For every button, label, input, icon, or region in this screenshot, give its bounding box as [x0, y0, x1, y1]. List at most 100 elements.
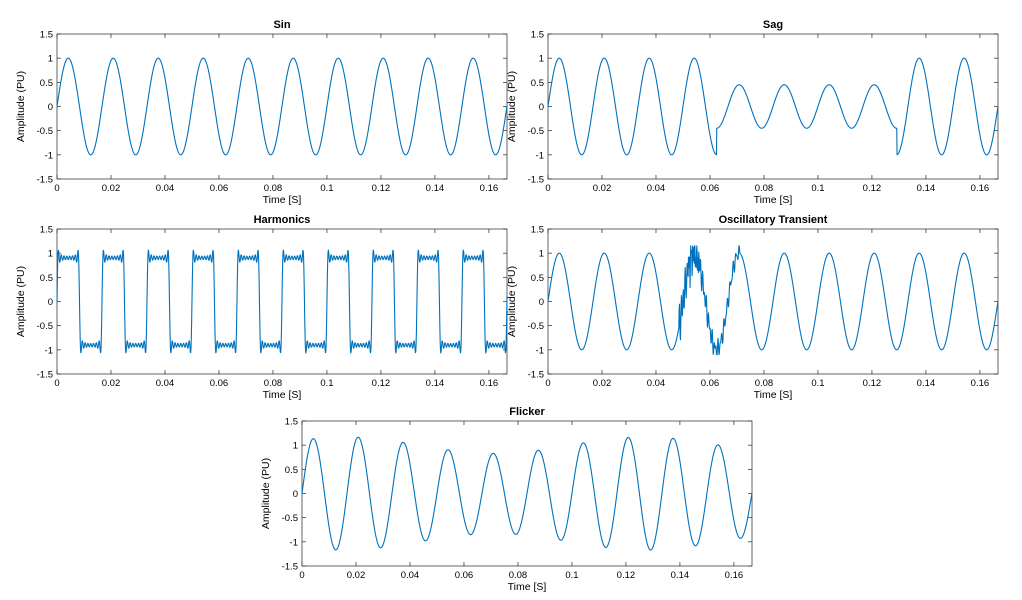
- x-tick-label: 0.14: [917, 183, 936, 194]
- x-tick-label: 0.04: [401, 570, 420, 581]
- x-tick-label: 0.06: [701, 183, 720, 194]
- series-line-0: [547, 57, 999, 156]
- x-tick-label: 0: [545, 183, 550, 194]
- x-axis-label: Time [S]: [754, 194, 793, 206]
- x-tick-label: 0.12: [617, 570, 636, 581]
- x-tick-label: 0.06: [455, 570, 474, 581]
- x-tick-label: 0.12: [863, 183, 882, 194]
- y-tick-label: 1: [539, 249, 544, 260]
- x-tick-label: 0.16: [480, 183, 499, 194]
- series-line-0: [301, 436, 753, 551]
- x-tick-label: 0.08: [509, 570, 528, 581]
- y-tick-label: 1.5: [531, 225, 544, 236]
- y-axis-label: Amplitude (PU): [15, 266, 27, 337]
- chart-title: Harmonics: [254, 214, 311, 226]
- y-tick-label: -0.5: [37, 126, 53, 137]
- chart-title: Sin: [273, 19, 290, 31]
- x-axis-label: Time [S]: [263, 389, 302, 401]
- y-tick-label: 0: [48, 297, 53, 308]
- y-tick-label: 1: [293, 441, 298, 452]
- y-tick-label: 1: [539, 54, 544, 65]
- y-tick-label: 1.5: [40, 30, 53, 41]
- chart-title: Flicker: [509, 406, 545, 418]
- x-tick-label: 0: [54, 183, 59, 194]
- y-tick-label: 0.5: [285, 465, 298, 476]
- x-tick-label: 0.08: [264, 183, 283, 194]
- y-axis-label: Amplitude (PU): [15, 71, 27, 142]
- x-tick-label: 0.04: [647, 378, 666, 389]
- x-tick-label: 0.14: [426, 378, 445, 389]
- y-tick-label: -1: [45, 345, 53, 356]
- x-tick-label: 0.04: [647, 183, 666, 194]
- x-tick-label: 0.1: [320, 378, 333, 389]
- x-tick-label: 0.16: [971, 183, 990, 194]
- x-tick-label: 0.14: [917, 378, 936, 389]
- y-tick-label: 0: [48, 102, 53, 113]
- y-axis-label: Amplitude (PU): [506, 71, 518, 142]
- y-tick-label: 0.5: [531, 78, 544, 89]
- x-tick-label: 0.08: [264, 378, 283, 389]
- x-tick-label: 0.06: [210, 378, 229, 389]
- y-tick-label: 0: [293, 489, 298, 500]
- y-tick-label: 0.5: [531, 273, 544, 284]
- y-tick-label: 0: [539, 102, 544, 113]
- y-tick-label: 1: [48, 249, 53, 260]
- y-tick-label: 1.5: [531, 30, 544, 41]
- x-tick-label: 0.02: [102, 183, 121, 194]
- y-tick-label: 1.5: [40, 225, 53, 236]
- x-tick-label: 0.1: [811, 183, 824, 194]
- x-tick-label: 0.16: [725, 570, 744, 581]
- y-tick-label: -1.5: [37, 370, 53, 381]
- x-tick-label: 0.14: [426, 183, 445, 194]
- x-tick-label: 0: [299, 570, 304, 581]
- x-tick-label: 0.06: [701, 378, 720, 389]
- x-tick-label: 0.02: [102, 378, 121, 389]
- x-tick-label: 0.16: [971, 378, 990, 389]
- y-tick-label: 1: [48, 54, 53, 65]
- y-tick-label: -1.5: [528, 175, 544, 186]
- x-tick-label: 0.04: [156, 378, 175, 389]
- y-tick-label: -1.5: [37, 175, 53, 186]
- chart-title: Sag: [763, 19, 783, 31]
- x-tick-label: 0.04: [156, 183, 175, 194]
- x-tick-label: 0.1: [811, 378, 824, 389]
- y-tick-label: 0: [539, 297, 544, 308]
- x-tick-label: 0.02: [593, 183, 612, 194]
- x-tick-label: 0.16: [480, 378, 499, 389]
- x-tick-label: 0.1: [320, 183, 333, 194]
- x-tick-label: 0: [545, 378, 550, 389]
- subplot-4: Flicker 0 0.02 0.04 0.06 0.08 0.1 0.12 0.14 0.16 -…: [260, 406, 753, 593]
- x-axis-label: Time [S]: [263, 194, 302, 206]
- subplot-0: Sin 0 0.02 0.04 0.06 0.08 0.1 0.12 0.14 0.16 -1.5 -…: [15, 19, 508, 206]
- y-axis-label: Amplitude (PU): [260, 458, 272, 529]
- y-tick-label: -1: [45, 150, 53, 161]
- y-tick-label: -1.5: [282, 562, 298, 573]
- y-tick-label: -0.5: [282, 513, 298, 524]
- x-tick-label: 0.12: [863, 378, 882, 389]
- y-tick-label: 0.5: [40, 78, 53, 89]
- x-axis-label: Time [S]: [508, 581, 547, 593]
- subplot-3: Oscillatory Transient 0 0.02 0.04 0.06 0.08 0.…: [506, 214, 999, 401]
- x-tick-label: 0.12: [372, 183, 391, 194]
- y-tick-label: -1: [290, 537, 298, 548]
- x-tick-label: 0.02: [347, 570, 366, 581]
- y-axis-label: Amplitude (PU): [506, 266, 518, 337]
- x-tick-label: 0.12: [372, 378, 391, 389]
- x-tick-label: 0.1: [565, 570, 578, 581]
- x-tick-label: 0.06: [210, 183, 229, 194]
- x-tick-label: 0.02: [593, 378, 612, 389]
- x-tick-label: 0.08: [755, 378, 774, 389]
- x-tick-label: 0.08: [755, 183, 774, 194]
- y-tick-label: -0.5: [528, 126, 544, 137]
- y-tick-label: -0.5: [37, 321, 53, 332]
- chart-title: Oscillatory Transient: [719, 214, 828, 226]
- x-tick-label: 0: [54, 378, 59, 389]
- series-line-0: [56, 57, 508, 156]
- x-tick-label: 0.14: [671, 570, 690, 581]
- y-tick-label: 0.5: [40, 273, 53, 284]
- y-tick-label: -1: [536, 150, 544, 161]
- x-axis-label: Time [S]: [754, 389, 793, 401]
- series-line-0: [547, 245, 999, 356]
- subplot-2: Harmonics 0 0.02 0.04 0.06 0.08 0.1 0.12 0.14 0.1…: [15, 214, 508, 401]
